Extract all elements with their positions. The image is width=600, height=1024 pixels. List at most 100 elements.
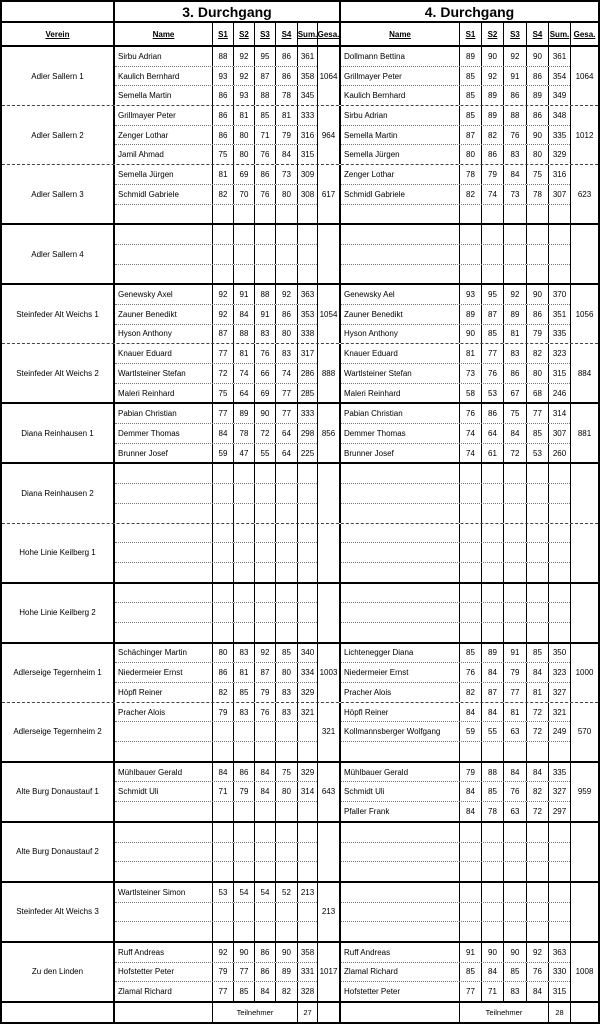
member-row: Semella Martin 87 82 76 90 335 (341, 124, 570, 145)
score-s3: 69 (254, 383, 275, 403)
score-s4 (275, 902, 297, 922)
member-name: Pracher Alois (118, 707, 166, 717)
score-s4: 83 (275, 702, 297, 722)
member-name: Schmidt Uli (118, 787, 159, 797)
score-s2 (481, 225, 503, 244)
name-column-header: Name (152, 29, 175, 39)
member-name: Lichtenegger Diana (344, 648, 414, 658)
score-s3 (503, 225, 526, 244)
gesa-total: 1064 (317, 47, 339, 106)
member-name: Semella Martin (118, 91, 172, 101)
member-row: Semella Martin 86 93 88 78 345 (115, 85, 317, 106)
verein-cell: Adlerseige Tegernheim 1 (2, 643, 115, 702)
member-name: Pabian Christian (118, 409, 177, 419)
score-s4: 80 (275, 663, 297, 682)
verein-cell: Adler Sallern 1 (2, 47, 115, 106)
gesa-total: 1012 (570, 106, 598, 165)
teilnehmer-label: Teilnehmer (212, 1003, 297, 1022)
score-s4 (526, 464, 548, 484)
score-s1 (459, 603, 481, 622)
score-s4: 79 (526, 324, 548, 344)
score-s4 (526, 562, 548, 582)
member-name: Wartlsteiner Stefan (118, 368, 186, 378)
score-sum: 286 (297, 364, 317, 383)
score-s1 (212, 583, 233, 603)
score-s1 (212, 244, 233, 264)
score-s3: 88 (254, 86, 275, 106)
round4-half: Zenger Lothar 78 79 84 75 316 Schmidl Gabriele… (341, 165, 598, 224)
score-s3: 76 (254, 344, 275, 363)
team-group: Hohe Linie Keilberg 1 (2, 522, 598, 582)
score-s1 (459, 882, 481, 902)
score-s2: 89 (481, 106, 503, 125)
score-s1: 80 (459, 145, 481, 165)
score-s3: 86 (254, 942, 275, 962)
score-s3: 85 (254, 106, 275, 125)
team-group: Diana Reinhausen 1 Pabian Christian 77 89 90… (2, 402, 598, 463)
score-sum: 363 (297, 285, 317, 304)
round3-half: Sirbu Adrian 88 92 95 86 361 Kaulich Bernhard 9… (115, 47, 341, 106)
score-s3: 87 (254, 66, 275, 86)
score-s1: 58 (459, 383, 481, 403)
score-s3 (254, 562, 275, 582)
score-s3 (503, 503, 526, 523)
verein-column-header: Verein (2, 23, 115, 45)
score-s1: 82 (459, 184, 481, 204)
score-s3: 95 (254, 47, 275, 66)
gesa-total (317, 464, 339, 523)
member-row (115, 464, 317, 484)
score-s2: 79 (481, 165, 503, 184)
score-s1: 82 (212, 184, 233, 204)
score-s1 (212, 543, 233, 562)
score-s1: 92 (212, 285, 233, 304)
score-s2 (233, 802, 254, 821)
score-s1 (212, 204, 233, 224)
score-s3: 86 (254, 962, 275, 982)
score-sum (548, 484, 570, 503)
members-block: Knauer Eduard 77 81 76 83 317 Wartlsteiner Ste… (115, 344, 317, 403)
score-s4 (526, 204, 548, 224)
member-row (341, 921, 570, 941)
score-s4 (275, 523, 297, 543)
score-sum (548, 622, 570, 642)
gesa-total (317, 822, 339, 881)
score-s3: 55 (254, 443, 275, 463)
team-group: Adlerseige Tegernheim 2 Pracher Alois 79 83… (2, 701, 598, 761)
score-s1: 53 (212, 882, 233, 902)
score-s3 (254, 742, 275, 761)
verein-cell: Steinfeder Alt Weichs 2 (2, 344, 115, 403)
score-s1 (459, 204, 481, 224)
score-sum (548, 225, 570, 244)
score-sum (297, 244, 317, 264)
score-s2 (233, 523, 254, 543)
score-s2 (233, 583, 254, 603)
member-name (341, 862, 459, 881)
score-s3: 91 (503, 643, 526, 663)
score-s4 (526, 603, 548, 622)
team-group: Hohe Linie Keilberg 2 (2, 581, 598, 642)
score-sum: 316 (548, 165, 570, 184)
score-s2: 85 (481, 782, 503, 802)
members-block: Genewsky Axel 92 91 88 92 363 Zauner Benedikt 9… (115, 285, 317, 344)
member-row: Brunner Josef 74 61 72 53 260 (341, 442, 570, 463)
score-s3: 84 (503, 165, 526, 184)
member-row: Maleri Reinhard 58 53 67 68 246 (341, 382, 570, 403)
score-s4 (275, 503, 297, 523)
score-s4: 80 (526, 364, 548, 383)
member-name: Knauer Eduard (118, 349, 172, 359)
score-sum: 327 (548, 782, 570, 802)
score-s2: 83 (233, 702, 254, 722)
score-sum: 329 (297, 683, 317, 702)
score-s4: 76 (526, 962, 548, 982)
score-s1 (459, 902, 481, 922)
member-name (115, 862, 212, 881)
score-s1: 78 (459, 165, 481, 184)
round3-half: Ruff Andreas 92 90 86 90 358 Hofstetter Peter 7… (115, 942, 341, 1001)
round4-footer: Teilnehmer 28 (341, 1003, 598, 1022)
member-name: Zauner Benedikt (118, 309, 177, 319)
member-name (341, 883, 459, 902)
score-s2 (233, 603, 254, 622)
score-sum: 331 (297, 962, 317, 982)
score-s2 (233, 742, 254, 761)
footer-name-blank (341, 1003, 459, 1022)
